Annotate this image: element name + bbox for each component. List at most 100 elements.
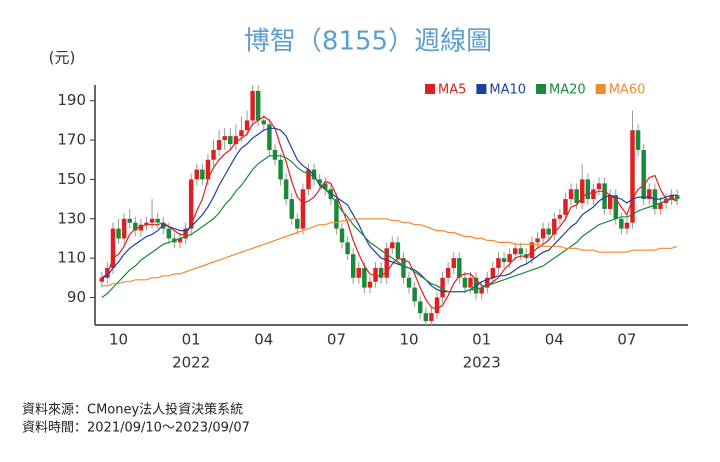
legend-swatch — [536, 84, 547, 94]
candle-body — [501, 258, 507, 263]
candle-body — [630, 130, 635, 223]
candle-body — [507, 254, 512, 263]
candle-body — [261, 120, 267, 125]
x-year-label: 2023 — [463, 354, 501, 372]
candle-body — [300, 189, 306, 229]
candle-body — [440, 277, 445, 298]
candle-body — [177, 238, 183, 243]
legend-swatch — [425, 84, 435, 94]
candle-body — [194, 169, 199, 180]
y-tick-label: 150 — [57, 170, 86, 188]
candle-body — [378, 267, 384, 278]
candle-body — [479, 287, 484, 294]
candle-body — [311, 169, 317, 180]
candle-body — [540, 228, 546, 239]
x-tick-label: 10 — [109, 331, 128, 349]
candle-body — [272, 149, 278, 160]
candle-body — [339, 228, 345, 243]
candle-body — [155, 218, 160, 223]
candle-body — [457, 258, 462, 278]
ma-line — [101, 218, 678, 287]
x-tick-label: 10 — [400, 331, 419, 349]
candle-body — [255, 90, 261, 121]
x-tick-label: 01 — [182, 331, 201, 349]
candle-body — [613, 195, 618, 219]
candle-body — [669, 195, 674, 200]
candle-body — [356, 267, 362, 278]
candle-body — [216, 140, 222, 150]
candle-body — [641, 149, 646, 200]
y-unit-label: (元) — [49, 49, 76, 67]
candle-body — [278, 159, 283, 180]
candle-body — [635, 130, 641, 150]
candle-body — [244, 120, 250, 131]
candle-body — [306, 169, 311, 190]
candle-body — [557, 214, 563, 219]
candle-body — [144, 222, 149, 225]
candle-body — [406, 277, 412, 288]
candle-body — [138, 224, 144, 231]
candle-body — [563, 199, 568, 215]
candle-body — [205, 159, 211, 180]
candle-body — [295, 218, 300, 229]
candle-body — [233, 136, 239, 145]
legend-swatch — [476, 84, 487, 94]
candle-body — [133, 222, 138, 231]
candle-body — [211, 149, 216, 160]
candle-body — [188, 179, 194, 229]
y-tick-label: 90 — [67, 288, 86, 306]
candle-body — [417, 301, 423, 314]
candle-body — [239, 130, 244, 137]
candle-body — [317, 179, 322, 184]
candle-body — [434, 297, 440, 314]
source-note: 資料來源：CMoney法人投資決策系統 — [22, 402, 243, 418]
candle-body — [373, 267, 378, 282]
candle-body — [250, 90, 255, 121]
candle-body — [496, 258, 501, 268]
candle-body — [445, 267, 451, 278]
legend-swatch — [595, 84, 606, 94]
candle-body — [462, 277, 468, 288]
candle-body — [451, 258, 456, 268]
y-tick-label: 190 — [57, 91, 86, 109]
candle-body — [619, 218, 624, 229]
candle-body — [568, 189, 574, 200]
candle-body — [647, 189, 652, 200]
candle-body — [602, 183, 607, 209]
x-year-label: 2022 — [172, 354, 210, 372]
candle-body — [591, 189, 596, 200]
candle-body — [362, 267, 367, 288]
candle-body — [429, 313, 434, 322]
candle-body — [267, 124, 272, 150]
legend-label: MA20 — [549, 83, 586, 98]
candle-body — [323, 183, 328, 190]
candle-body — [328, 189, 334, 200]
y-tick-label: 130 — [57, 209, 86, 227]
candle-body — [289, 199, 294, 219]
candle-body — [166, 228, 172, 239]
candle-body — [468, 277, 473, 288]
candle-body — [200, 169, 205, 180]
ma-line — [101, 115, 678, 310]
candle-body — [116, 228, 121, 239]
candle-body — [228, 136, 233, 145]
legend-label: MA60 — [609, 83, 646, 98]
candle-body — [110, 228, 116, 268]
candle-body — [485, 277, 490, 288]
x-tick-label: 07 — [617, 331, 636, 349]
candle-body — [384, 248, 389, 278]
x-tick-label: 04 — [254, 331, 273, 349]
candle-body — [596, 183, 602, 190]
candle-body — [580, 179, 585, 204]
candle-body — [222, 136, 227, 141]
candle-body — [624, 222, 630, 229]
candle-body — [529, 242, 535, 259]
candle-body — [121, 218, 127, 239]
candle-body — [412, 287, 417, 302]
candle-body — [350, 254, 356, 278]
candle-body — [552, 218, 557, 235]
candle-body — [512, 248, 518, 255]
candle-body — [99, 277, 105, 282]
